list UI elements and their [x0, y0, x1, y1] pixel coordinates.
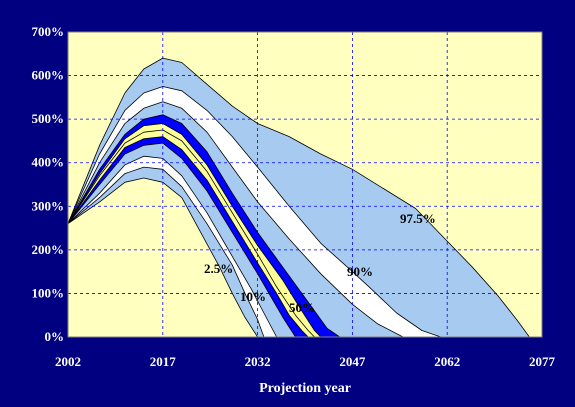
y-tick-label: 400%	[32, 155, 65, 170]
y-tick-label: 500%	[32, 111, 65, 126]
y-tick-label: 100%	[32, 285, 65, 300]
y-tick-label: 0%	[45, 329, 65, 344]
band-label-10: 10%	[240, 289, 266, 304]
band-label-97-5: 97.5%	[400, 211, 436, 226]
y-tick-label: 200%	[32, 242, 65, 257]
y-tick-label: 600%	[32, 68, 65, 83]
x-tick-label: 2017	[150, 354, 177, 369]
bands	[67, 57, 530, 338]
y-tick-label: 700%	[32, 24, 65, 39]
y-axis-ticks: 0% 100% 200% 300% 400% 500% 600% 700%	[32, 24, 65, 344]
y-tick-label: 300%	[32, 198, 65, 213]
x-axis-label: Projection year	[259, 381, 351, 396]
x-tick-label: 2032	[245, 354, 271, 369]
x-tick-label: 2002	[55, 354, 81, 369]
band-label-50: 50%	[289, 300, 315, 315]
x-axis-ticks: 2002 2017 2032 2047 2062 2077	[55, 354, 556, 369]
x-tick-label: 2062	[434, 354, 460, 369]
band-label-90: 90%	[347, 264, 373, 279]
percentile-curve-10	[67, 177, 258, 338]
band-label-2-5: 2.5%	[204, 261, 233, 276]
gridlines	[67, 31, 543, 338]
plot-border	[67, 31, 543, 338]
x-tick-label: 2077	[529, 354, 556, 369]
x-tick-label: 2047	[339, 354, 366, 369]
